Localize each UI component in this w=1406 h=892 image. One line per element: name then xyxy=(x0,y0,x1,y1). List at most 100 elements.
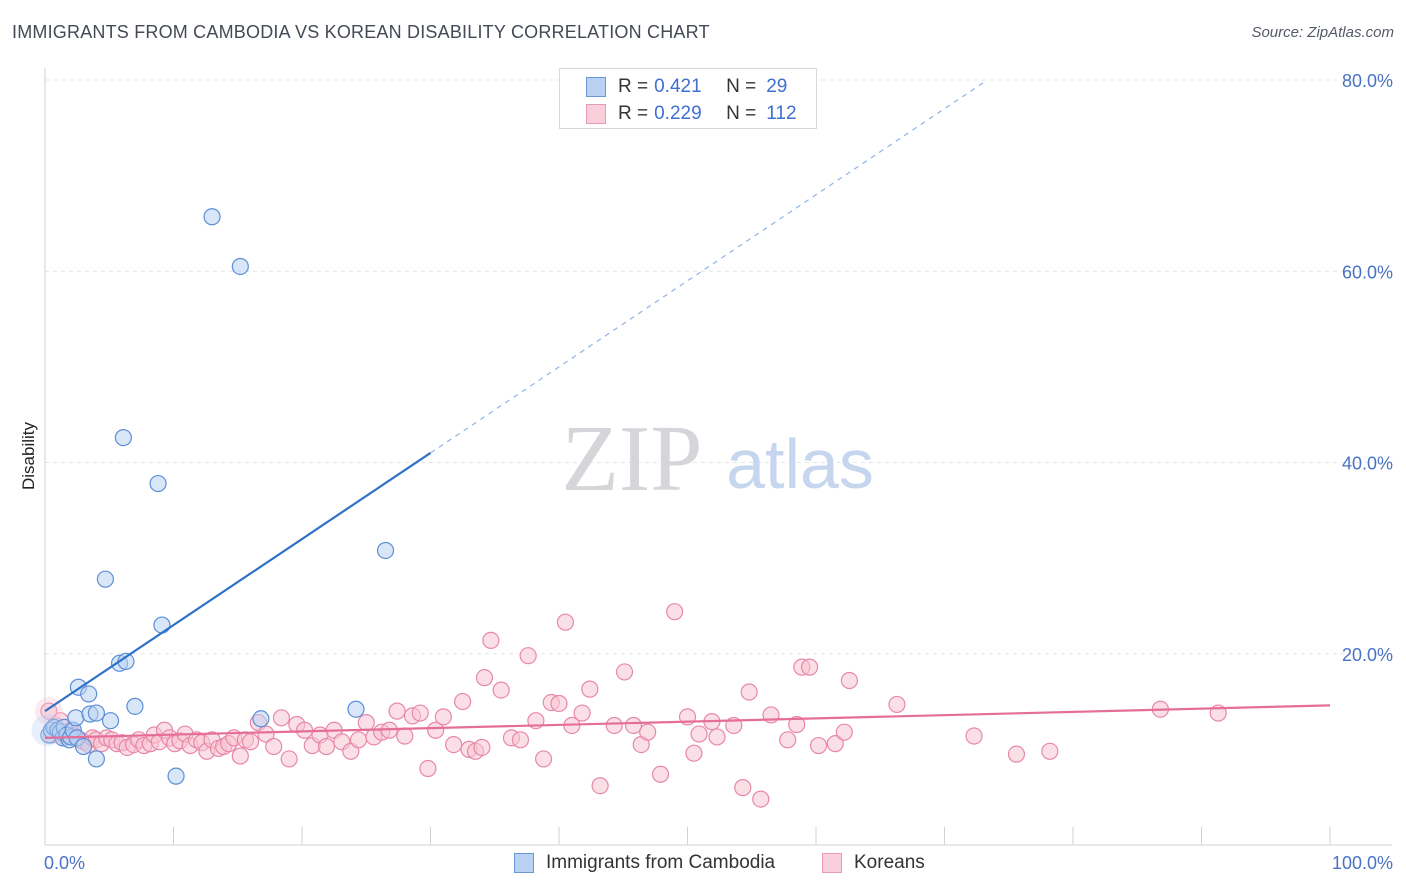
korean-point-73 xyxy=(492,681,510,699)
korean-point-87 xyxy=(615,663,634,681)
korean-point-111 xyxy=(888,695,906,714)
korean-point-101 xyxy=(752,790,770,808)
bottom-legend-swatch-pink xyxy=(822,853,842,873)
grid-lines xyxy=(45,79,1392,655)
korean-point-83 xyxy=(573,704,591,722)
cambodia-point-32 xyxy=(376,541,395,560)
korean-point-103 xyxy=(779,731,797,749)
cambodia-point-29 xyxy=(231,257,249,276)
bottom-legend-label-koreans: Koreans xyxy=(854,852,925,873)
cambodia-point-24 xyxy=(114,429,132,447)
korean-point-55 xyxy=(357,713,375,732)
korean-point-71 xyxy=(482,631,500,649)
x-tick-label-max: 100.0% xyxy=(1332,853,1393,873)
korean-point-45 xyxy=(280,750,298,768)
korean-point-112 xyxy=(965,727,983,745)
korean-point-85 xyxy=(591,777,609,795)
cambodia-trend-line xyxy=(44,452,432,713)
watermark-zip: ZIP xyxy=(562,407,703,511)
korean-point-78 xyxy=(534,750,553,768)
korean-point-67 xyxy=(454,692,472,711)
cambodia-point-19 xyxy=(101,712,120,730)
watermark-atlas: atlas xyxy=(726,425,874,503)
watermark: ZIP atlas xyxy=(562,407,874,511)
cambodia-points xyxy=(31,208,395,785)
legend-r-label: R = xyxy=(618,103,649,124)
y-tick-label-60: 60.0% xyxy=(1342,262,1393,282)
korean-point-40 xyxy=(242,733,260,751)
legend-n-value: 112 xyxy=(766,103,797,124)
korean-point-50 xyxy=(317,737,336,756)
cambodia-point-15 xyxy=(80,685,98,703)
legend-swatch-blue xyxy=(586,77,606,97)
korean-point-106 xyxy=(800,658,819,676)
korean-point-88 xyxy=(624,716,643,735)
chart-title: IMMIGRANTS FROM CAMBODIA VS KOREAN DISAB… xyxy=(12,22,710,42)
korean-points xyxy=(34,603,1227,808)
korean-point-86 xyxy=(605,716,623,735)
cambodia-point-18 xyxy=(87,750,106,768)
legend-r-value: 0.421 xyxy=(654,76,702,97)
korean-point-80 xyxy=(550,694,568,713)
cambodia-point-31 xyxy=(347,700,365,718)
korean-point-70 xyxy=(475,669,494,687)
korean-point-114 xyxy=(1041,742,1059,760)
korean-point-76 xyxy=(519,647,537,665)
legend-r-label: R = xyxy=(618,76,649,97)
cambodia-cluster xyxy=(31,714,64,747)
legend: R = 0.421 N = 29 R = 0.229 N = 112 xyxy=(559,68,817,129)
korean-point-63 xyxy=(419,759,437,778)
source-label: Source: ZipAtlas.com xyxy=(1251,24,1394,41)
korean-trend-line xyxy=(44,704,1331,739)
cambodia-point-20 xyxy=(96,570,114,588)
bottom-legend-cambodia: Immigrants from Cambodia xyxy=(514,852,775,874)
korean-point-60 xyxy=(396,727,414,745)
korean-point-75 xyxy=(511,731,530,749)
y-tick-label-80: 80.0% xyxy=(1342,71,1393,91)
korean-point-66 xyxy=(445,735,463,754)
x-tick-labels: 0.0% 100.0% xyxy=(44,853,1393,873)
y-tick-label-40: 40.0% xyxy=(1342,454,1393,474)
korean-point-38 xyxy=(231,747,249,765)
cambodia-point-12 xyxy=(67,709,85,727)
cambodia-point-28 xyxy=(203,208,221,226)
korean-point-109 xyxy=(835,723,853,741)
korean-point-108 xyxy=(826,735,844,753)
bottom-legend-swatch-blue xyxy=(514,853,534,873)
korean-point-100 xyxy=(740,683,758,701)
axes xyxy=(44,68,1392,846)
y-axis-title: Disability xyxy=(19,421,38,490)
korean-point-81 xyxy=(556,613,575,631)
legend-row-cambodia: R = 0.421 N = 29 xyxy=(586,75,787,99)
cambodia-point-14 xyxy=(74,737,93,756)
bottom-legend-label-cambodia: Immigrants from Cambodia xyxy=(546,852,776,873)
korean-point-104 xyxy=(788,715,806,734)
legend-swatch-pink xyxy=(586,104,606,124)
korean-point-54 xyxy=(349,731,368,749)
korean-point-94 xyxy=(685,744,703,762)
korean-point-44 xyxy=(272,709,291,727)
korean-point-64 xyxy=(427,721,445,739)
legend-n-label: N = xyxy=(726,103,757,124)
korean-point-91 xyxy=(651,765,670,783)
x-tick-label-min: 0.0% xyxy=(44,853,85,873)
y-tick-label-20: 20.0% xyxy=(1342,645,1393,665)
cambodia-point-26 xyxy=(153,616,171,634)
korean-point-65 xyxy=(434,708,452,726)
korean-point-90 xyxy=(639,723,657,741)
bottom-legend-koreans: Koreans xyxy=(822,852,925,874)
cambodia-trend-extension xyxy=(430,82,984,454)
korean-point-95 xyxy=(690,725,708,743)
korean-point-43 xyxy=(265,737,283,756)
legend-row-koreans: R = 0.229 N = 112 xyxy=(586,102,797,126)
korean-point-62 xyxy=(411,704,429,722)
korean-point-99 xyxy=(734,779,752,797)
korean-point-110 xyxy=(840,671,859,690)
y-tick-labels: 20.0% 40.0% 60.0% 80.0% xyxy=(1342,71,1393,665)
cambodia-point-25 xyxy=(149,474,167,493)
cambodia-point-30 xyxy=(252,710,270,728)
legend-r-value: 0.229 xyxy=(654,103,702,124)
korean-point-84 xyxy=(581,680,599,698)
korean-point-113 xyxy=(1007,745,1026,763)
